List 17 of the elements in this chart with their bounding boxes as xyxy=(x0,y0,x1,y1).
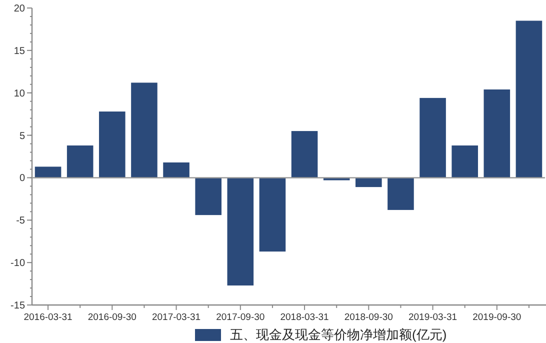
ytick: 15 xyxy=(14,46,25,57)
xtick: 2019-09-30 xyxy=(472,312,522,323)
xtick: 2018-03-31 xyxy=(280,312,329,323)
ytick: 20 xyxy=(14,4,25,14)
ytick: 10 xyxy=(14,88,25,100)
xtick: 2017-09-30 xyxy=(216,312,265,323)
xtick: 2017-03-31 xyxy=(152,312,201,323)
ytick: -15 xyxy=(10,300,25,312)
legend: 五、现金及现金等价物净增加额(亿元) xyxy=(230,327,447,342)
ytick: -5 xyxy=(16,216,25,227)
ytick: 5 xyxy=(19,130,25,142)
ytick: -10 xyxy=(10,258,25,270)
xtick: 2016-03-31 xyxy=(24,312,72,323)
xtick: 2016-09-30 xyxy=(88,312,136,323)
xtick: 2018-09-30 xyxy=(344,312,393,323)
xtick: 2019-03-31 xyxy=(408,312,458,323)
ytick: 0 xyxy=(19,173,25,184)
